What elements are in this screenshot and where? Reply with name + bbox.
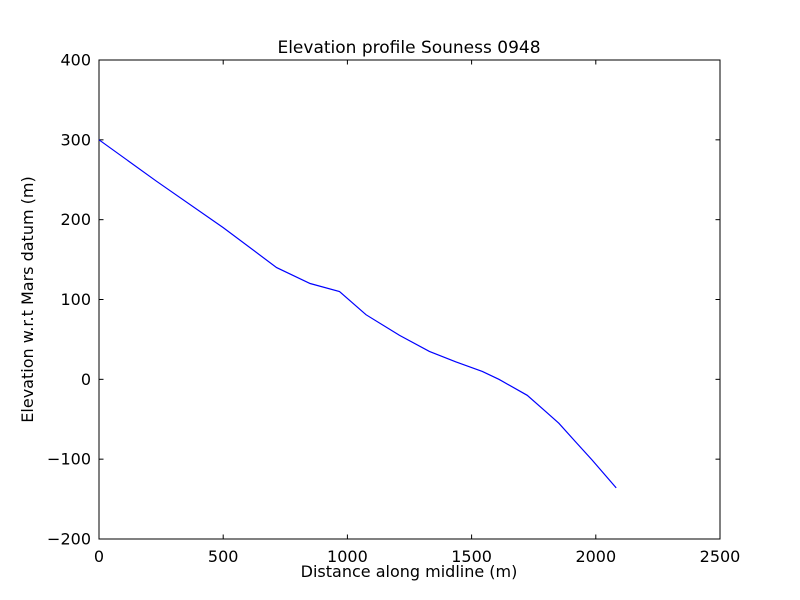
x-tick-label: 0: [94, 547, 104, 566]
y-tick-label: 300: [60, 130, 91, 149]
y-tick-label: −200: [47, 530, 91, 549]
y-tick-label: −100: [47, 450, 91, 469]
x-tick-label: 500: [208, 547, 239, 566]
chart-title: Elevation profile Souness 0948: [277, 38, 540, 58]
y-tick-label: 100: [60, 290, 91, 309]
y-axis-label: Elevation w.r.t Mars datum (m): [18, 176, 37, 422]
tick-labels: 0 500 1000 1500 2000 2500 −200 −100 0 100 200 300 40…: [47, 51, 740, 567]
x-tick-label: 1000: [327, 547, 368, 566]
tick-marks: [98, 59, 721, 540]
x-tick-label: 2500: [700, 547, 741, 566]
elevation-profile-line: [98, 139, 617, 489]
x-tick-label: 2000: [575, 547, 616, 566]
y-tick-label: 0: [81, 370, 91, 389]
y-tick-label: 400: [60, 51, 91, 70]
x-axis-label: Distance along midline (m): [301, 562, 518, 581]
y-tick-label: 200: [60, 210, 91, 229]
plot-box: [98, 59, 721, 540]
x-tick-label: 1500: [451, 547, 492, 566]
